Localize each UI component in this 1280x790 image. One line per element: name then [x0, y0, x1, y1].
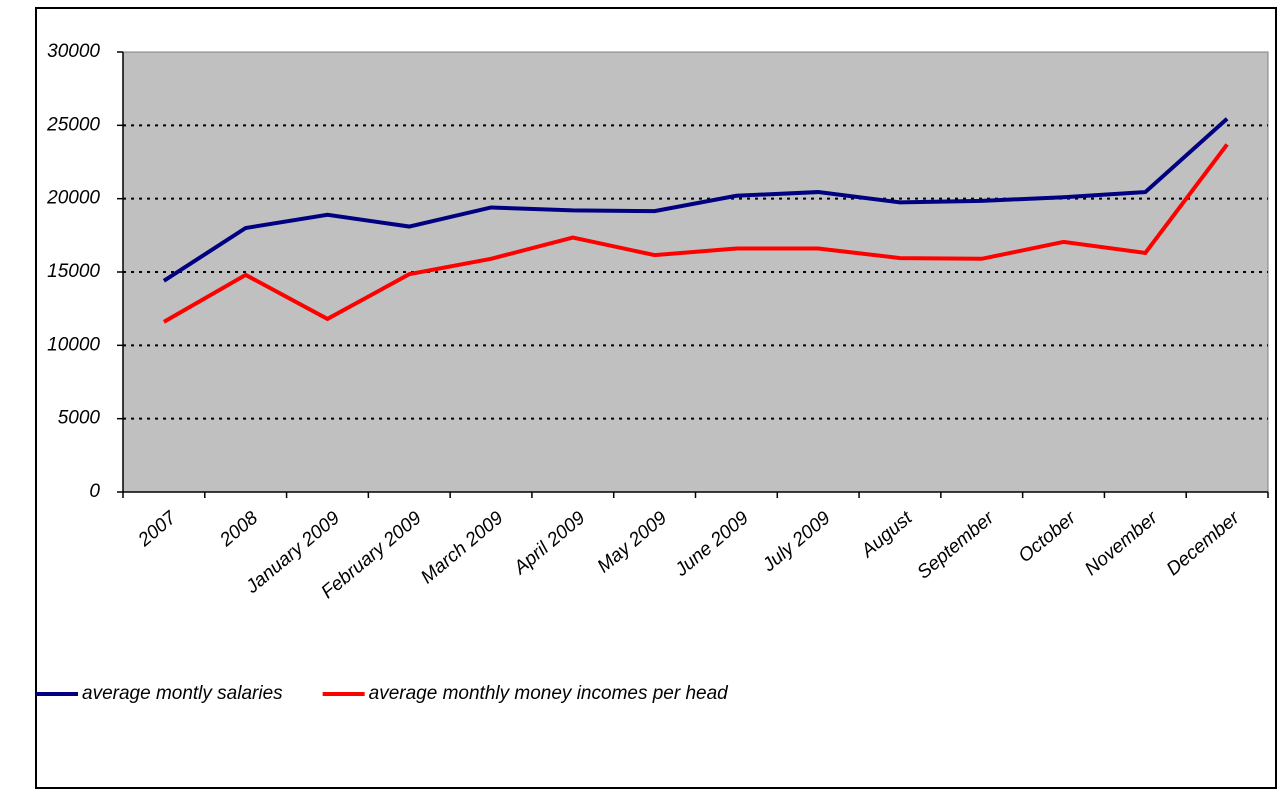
plot-area: [122, 51, 1269, 493]
y-tick-label: 20000: [46, 188, 100, 209]
y-tick-label: 10000: [47, 334, 100, 355]
y-tick-label: 25000: [46, 114, 100, 135]
series-line: [162, 143, 1229, 324]
legend-label: average monthly money incomes per head: [369, 683, 730, 704]
legend-label: average montly salaries: [82, 683, 283, 704]
y-tick-label: 30000: [47, 41, 100, 62]
y-tick-label: 0: [89, 481, 100, 502]
y-tick-label: 5000: [58, 408, 101, 429]
series-line: [162, 117, 1229, 283]
y-tick-label: 15000: [47, 261, 100, 282]
